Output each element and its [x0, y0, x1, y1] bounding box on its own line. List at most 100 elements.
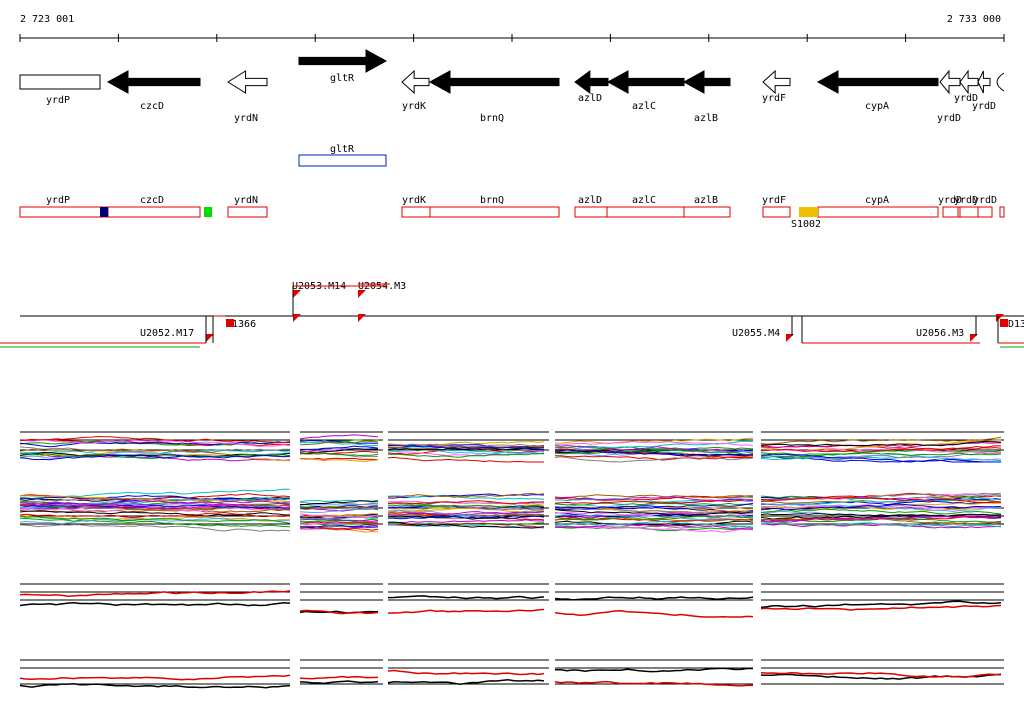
track-line	[387, 446, 545, 454]
annotation-box	[606, 206, 685, 218]
transcript-label: U2052.M17	[140, 328, 194, 339]
gene-arrow	[816, 70, 939, 94]
track-line	[19, 683, 291, 689]
track-line	[760, 436, 1002, 445]
gene-arrow	[606, 70, 685, 94]
track-line	[554, 680, 753, 687]
track-line	[19, 511, 291, 519]
track-line	[19, 435, 291, 444]
track-line	[554, 494, 754, 499]
track-line	[760, 447, 1002, 453]
track-line	[299, 609, 379, 615]
track-line	[555, 667, 753, 673]
gene-arrow	[959, 69, 979, 95]
track-line	[387, 595, 545, 600]
transcript-label: D1366	[226, 319, 256, 330]
track-line	[554, 610, 754, 618]
annotation-box	[762, 206, 791, 218]
gene-label: gltR	[330, 73, 355, 84]
gene-arrow	[106, 70, 201, 94]
track-line	[19, 517, 291, 528]
feature-label: S1002	[791, 219, 821, 230]
transcript-label: U2056.M3	[916, 328, 964, 339]
transcript-flag	[226, 319, 234, 327]
track-line	[299, 680, 379, 685]
gene	[19, 74, 101, 90]
gene-arrow	[298, 49, 388, 73]
track-line	[760, 508, 1002, 515]
annotation-box	[817, 206, 939, 218]
track-line	[760, 515, 1002, 523]
gene-arrow	[762, 69, 791, 95]
track-line	[299, 441, 379, 447]
track-line	[554, 515, 754, 521]
track-line	[554, 514, 754, 521]
gene-label: azlB	[694, 113, 718, 124]
operon-label: gltR	[330, 144, 355, 155]
track-line	[760, 500, 1002, 506]
transcript-flag	[1000, 319, 1008, 327]
annotation-box	[999, 206, 1005, 218]
track-line	[19, 439, 291, 448]
transcript-label: D13	[1008, 319, 1024, 330]
annotation-box	[574, 206, 608, 218]
track-line	[760, 604, 1002, 611]
track-line	[554, 520, 754, 528]
track-line	[19, 590, 291, 597]
track-line	[19, 515, 291, 524]
track-line	[387, 504, 545, 509]
track-line	[554, 509, 754, 516]
track-line	[554, 523, 754, 530]
gene-label: cypA	[865, 101, 889, 112]
annotation-box	[942, 206, 961, 218]
annotation-label: azlD	[578, 195, 602, 206]
track-line	[387, 669, 545, 676]
gene-label: yrdD	[937, 113, 961, 124]
track-line	[554, 496, 754, 502]
track-line	[554, 456, 754, 463]
annotation-box	[429, 206, 560, 218]
track-line	[19, 601, 291, 607]
gene-label: yrdK	[402, 101, 426, 112]
gene-label: yrdD	[972, 101, 996, 112]
track-line	[387, 447, 545, 451]
transcript-flag	[293, 314, 301, 322]
track-line	[299, 457, 379, 461]
operon-box	[298, 154, 387, 167]
track-line	[760, 494, 1002, 500]
track-line	[760, 671, 1002, 678]
track-line	[299, 503, 379, 506]
gene-label: yrdN	[234, 113, 258, 124]
gene-label: yrdF	[762, 93, 786, 104]
track-line	[299, 505, 379, 510]
annotation-box	[107, 206, 201, 218]
annotation-box	[683, 206, 731, 218]
track-line	[299, 458, 379, 462]
gene-arrow	[977, 70, 991, 94]
track-line	[387, 452, 545, 458]
gene-arrow	[428, 70, 560, 94]
gene-arrow	[939, 69, 961, 95]
track-line	[760, 503, 1002, 511]
track-line	[387, 445, 545, 450]
gene-arrow	[574, 70, 609, 94]
track-line	[760, 454, 1002, 461]
annotation-label: yrdD	[954, 195, 978, 206]
track-line	[387, 505, 545, 510]
start-coordinate: 2 723 001	[20, 14, 74, 25]
track-line	[554, 445, 754, 453]
track-line	[19, 453, 291, 460]
track-line	[387, 495, 545, 500]
end-coordinate: 2 733 000	[947, 14, 1001, 25]
track-line	[760, 513, 1001, 519]
track-line	[299, 440, 379, 446]
track-line	[299, 520, 379, 526]
annotation-label: yrdF	[762, 195, 786, 206]
track-line	[760, 456, 1002, 462]
track-line	[299, 518, 379, 523]
track-line	[19, 524, 291, 532]
track-line	[554, 517, 754, 523]
track-line	[554, 517, 754, 522]
track-line	[760, 453, 1001, 463]
